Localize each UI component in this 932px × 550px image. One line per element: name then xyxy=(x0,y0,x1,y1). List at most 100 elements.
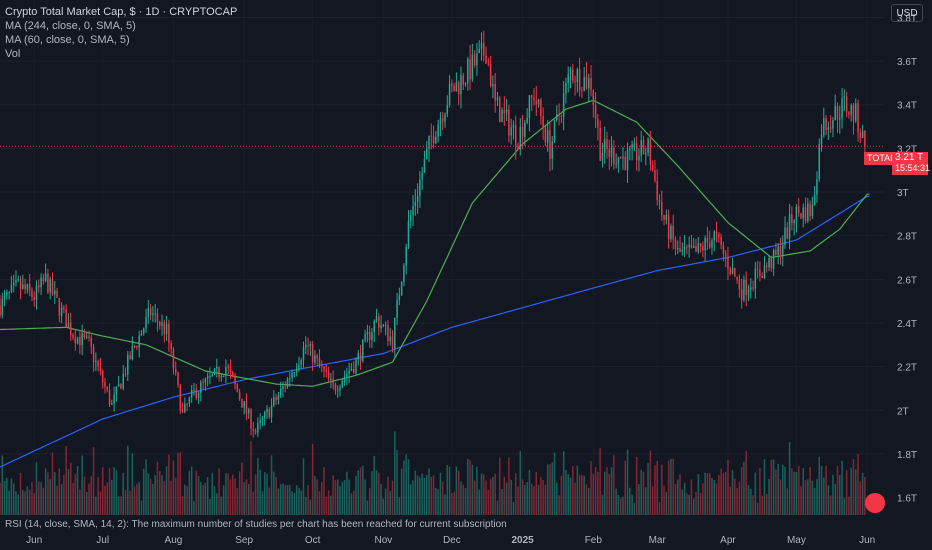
volume-bar xyxy=(60,484,63,515)
candle-body xyxy=(380,325,382,328)
candle xyxy=(654,160,656,183)
volume-bar xyxy=(747,485,750,515)
candle-body xyxy=(414,201,417,207)
volume-bar xyxy=(38,481,40,515)
candle-body xyxy=(400,281,403,296)
candle-body xyxy=(104,382,106,387)
candle-body xyxy=(788,214,791,239)
candle xyxy=(314,350,316,365)
candle-body xyxy=(524,122,526,137)
scroll-to-realtime-button[interactable] xyxy=(865,493,885,513)
volume-bar xyxy=(613,455,615,515)
candle-body xyxy=(626,150,629,170)
candle-body xyxy=(174,368,177,373)
volume-bar xyxy=(206,477,209,515)
candle-body xyxy=(656,181,658,201)
candle xyxy=(325,364,328,378)
legend-title: Crypto Total Market Cap, $ · 1D · CRYPTO… xyxy=(5,6,238,18)
candle-body xyxy=(398,295,401,301)
candle xyxy=(8,291,10,300)
candle-body xyxy=(690,244,693,248)
candle xyxy=(222,375,225,378)
candle-body xyxy=(378,316,380,328)
volume-bar xyxy=(33,493,35,515)
candle xyxy=(410,209,412,229)
volume-bar xyxy=(610,467,613,515)
candle-body xyxy=(836,105,839,120)
candle-body xyxy=(638,155,640,161)
candle xyxy=(341,378,344,389)
candle xyxy=(793,218,795,236)
candle xyxy=(533,88,535,106)
volume-bar xyxy=(3,481,6,515)
volume-bar xyxy=(316,479,318,515)
volume-bar xyxy=(811,480,814,515)
volume-bar xyxy=(28,489,31,515)
candle xyxy=(494,72,496,113)
candle-body xyxy=(117,384,120,387)
candle xyxy=(243,400,245,415)
candle-body xyxy=(588,77,590,89)
candle-body xyxy=(807,203,809,222)
volume-bar xyxy=(763,459,766,515)
candle-body xyxy=(396,300,398,318)
candle-body xyxy=(574,81,576,83)
volume-bar xyxy=(243,482,245,515)
candle-body xyxy=(206,376,209,379)
y-axis-labels: 3.8T 3.6T 3.4T 3.2T 3T 2.8T 2.6T 2.4T 2.2T 2T 1.8T… xyxy=(897,13,917,504)
volume-bar xyxy=(756,502,759,515)
candle-body xyxy=(350,369,353,371)
candle-body xyxy=(366,332,369,335)
candle xyxy=(588,73,590,103)
candle-body xyxy=(658,200,661,203)
volume-bar xyxy=(731,470,734,515)
candle-body xyxy=(562,93,565,117)
candle-body xyxy=(752,287,754,289)
currency-button[interactable]: USD xyxy=(891,4,923,22)
legend-ma-244[interactable]: MA (244, close, 0, SMA, 5) xyxy=(5,20,136,32)
volume-bar xyxy=(594,466,597,515)
volume-bar xyxy=(371,470,373,515)
candle-body xyxy=(184,403,186,412)
candle xyxy=(250,408,252,436)
candle xyxy=(537,98,540,108)
volume-bar xyxy=(672,458,674,515)
candle xyxy=(156,308,159,332)
legend-ma-60[interactable]: MA (60, close, 0, SMA, 5) xyxy=(5,34,130,46)
volume-bar xyxy=(521,479,524,515)
candle xyxy=(455,72,458,92)
volume-bar xyxy=(263,472,266,515)
legend-volume[interactable]: Vol xyxy=(5,48,21,60)
volume-bar xyxy=(291,491,293,515)
candle-body xyxy=(617,157,620,164)
volume-bar xyxy=(508,457,510,515)
volume-bar xyxy=(156,461,159,515)
candle-body xyxy=(852,105,855,121)
volume-bar xyxy=(608,474,611,515)
volume-bar xyxy=(129,490,131,515)
candle xyxy=(22,274,24,290)
candle-body xyxy=(72,335,74,339)
candle-body xyxy=(152,313,154,315)
candle xyxy=(781,235,784,267)
candle xyxy=(706,226,709,251)
candle-body xyxy=(467,59,469,83)
candle-body xyxy=(133,346,136,348)
candle-body xyxy=(95,360,97,363)
volume-bar xyxy=(603,471,606,515)
volume-bar xyxy=(656,461,658,515)
volume-bar xyxy=(430,476,433,515)
candle xyxy=(343,370,346,386)
candle-body xyxy=(460,75,462,94)
candle xyxy=(101,369,104,389)
volume-bar xyxy=(99,491,102,515)
volume-bar xyxy=(389,491,391,515)
candle xyxy=(56,287,58,299)
candle-body xyxy=(311,343,314,363)
volume-bar xyxy=(457,470,460,515)
volume-bar xyxy=(140,500,143,515)
volume-bar xyxy=(225,473,227,515)
candle-body xyxy=(494,83,496,101)
candle xyxy=(145,308,147,333)
